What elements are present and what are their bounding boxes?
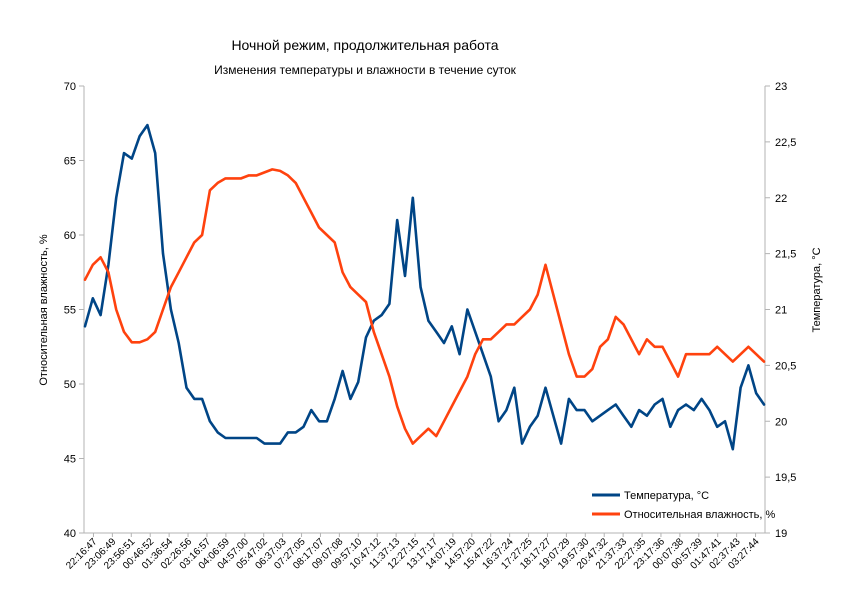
y-left-ticks: 40 45 50 55 60 65 70 bbox=[64, 81, 84, 540]
series-line-humidity bbox=[83, 168, 766, 445]
y-right-ticks: 19 19,5 20 20,5 21 21,5 22 22,5 23 bbox=[765, 81, 796, 540]
y-axis-right-label: Температура, °C bbox=[811, 247, 823, 332]
chart-subtitle: Изменения температуры и влажности в тече… bbox=[214, 63, 517, 77]
y-right-tick-label: 22 bbox=[775, 193, 787, 205]
y-right-tick-label: 19,5 bbox=[775, 472, 796, 484]
series-lines bbox=[83, 123, 766, 451]
y-left-tick-label: 70 bbox=[64, 81, 76, 93]
series-line-temperature bbox=[83, 123, 766, 451]
legend-label-temperature: Температура, °C bbox=[624, 490, 709, 502]
y-right-tick-label: 22,5 bbox=[775, 137, 796, 149]
x-ticks: 22:16:4723:06:4923:56:5100:46:5201:36:54… bbox=[64, 533, 762, 572]
y-left-tick-label: 60 bbox=[64, 230, 76, 242]
y-right-tick-label: 21 bbox=[775, 305, 787, 317]
y-right-tick-label: 23 bbox=[775, 81, 787, 93]
y-right-tick-label: 19 bbox=[775, 528, 787, 540]
legend-label-humidity: Относительная влажность, % bbox=[624, 509, 776, 521]
y-left-tick-label: 55 bbox=[64, 305, 76, 317]
y-right-tick-label: 20,5 bbox=[775, 360, 796, 372]
chart-title: Ночной режим, продолжительная работа bbox=[231, 37, 498, 53]
y-left-tick-label: 40 bbox=[64, 528, 76, 540]
legend: Температура, °C Относительная влажность,… bbox=[592, 490, 776, 521]
y-right-tick-label: 21,5 bbox=[775, 249, 796, 261]
y-axis-left-label: Относительная влажность, % bbox=[38, 234, 50, 386]
y-left-tick-label: 65 bbox=[64, 156, 76, 168]
y-right-tick-label: 20 bbox=[775, 416, 787, 428]
y-left-tick-label: 50 bbox=[64, 379, 76, 391]
y-left-tick-label: 45 bbox=[64, 454, 76, 466]
